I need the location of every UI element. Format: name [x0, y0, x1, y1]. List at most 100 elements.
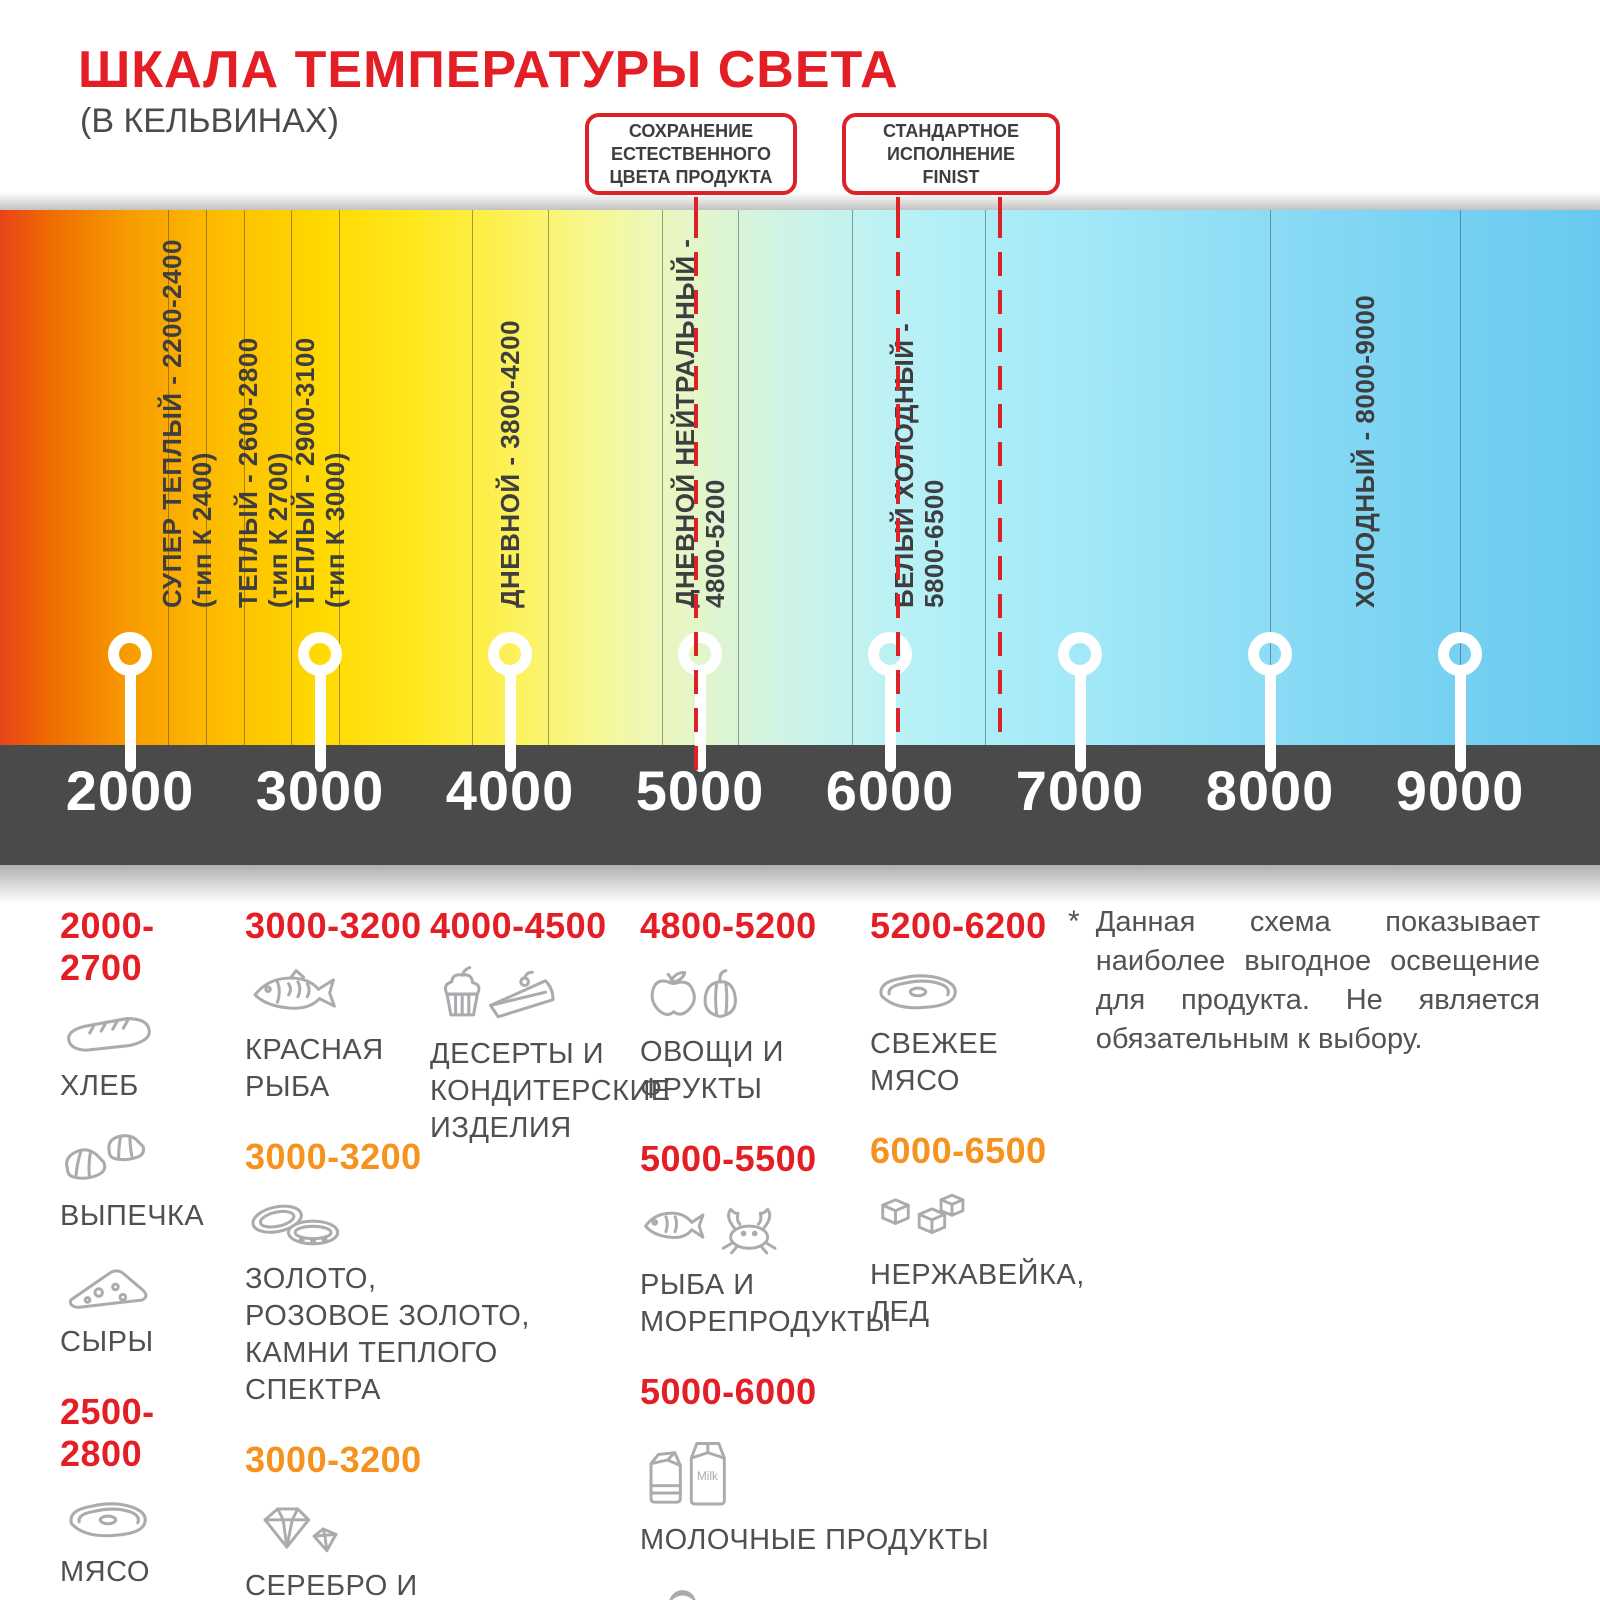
- kelvin-gradient-bar: СУПЕР ТЕПЛЫЙ - 2200-2400 (тип К 2400) ТЕП…: [0, 210, 1600, 745]
- category-group-1-2: 2500-2800 МЯСО: [60, 1391, 235, 1591]
- pin-stem-3000: [314, 672, 326, 772]
- callout-natural-color-text: СОХРАНЕНИЕ ЕСТЕСТВЕННОГО ЦВЕТА ПРОДУКТА: [609, 120, 773, 187]
- callout-finist-standard-text: СТАНДАРТНОЕ ИСПОЛНЕНИЕ FINIST: [882, 120, 1019, 187]
- category-item-label: ХЛЕБ: [60, 1070, 139, 1102]
- zone-boundary-8000: [1269, 210, 1271, 745]
- footnote-text: Данная схема показывает наиболее выгодно…: [1095, 906, 1540, 1055]
- category-column-2: 3000-3200 КРАСНАЯ РЫБА 3000-3200 ЗОЛОТО, РО…: [245, 905, 530, 1600]
- kelvin-range-label: 3000-3200: [245, 905, 422, 946]
- guide-line-finist-standard-6580-connector: [998, 197, 1003, 214]
- category-item: ХЛЕБ: [60, 1007, 235, 1105]
- svg-text:Milk: Milk: [697, 1469, 718, 1483]
- fish-icon: [245, 965, 485, 1026]
- zone-label-2: ТЕПЛЫЙ - 2600-2800 (тип К 2700): [233, 337, 293, 608]
- pin-stem-2000: [124, 672, 136, 772]
- zone-boundary-5200: [737, 210, 739, 745]
- category-item-label: МЯСО: [60, 1556, 150, 1588]
- category-group-4-1: 4800-5200 ОВОЩИ И ФРУКТЫ: [640, 905, 872, 1108]
- category-column-3: 4000-4500 ДЕСЕРТЫ И КОНДИТЕРСКИЕ ИЗДЕЛИЯ: [430, 905, 670, 1177]
- kelvin-range-label: 2500-2800: [60, 1391, 155, 1474]
- category-item-label: СЕРЕБРО И БРИЛЛИАНТЫ: [245, 1570, 418, 1600]
- guide-line-natural-color-4980: [694, 214, 699, 772]
- kelvin-range-label: 2000-2700: [60, 905, 155, 988]
- zone-label-5: ДНЕВНОЙ НЕЙТРАЛЬНЫЙ - 4800-5200: [670, 238, 730, 608]
- kelvin-range-label: 5200-6200: [870, 905, 1047, 946]
- rings-icon: [245, 1196, 485, 1255]
- kelvin-range-label: 3000-3200: [245, 1136, 422, 1177]
- guide-line-finist-standard-6040: [895, 214, 900, 745]
- zone-boundary-4800: [661, 210, 663, 745]
- page-subtitle: (В КЕЛЬВИНАХ): [80, 102, 339, 140]
- category-item: ВЫПЕЧКА: [60, 1129, 235, 1235]
- zone-label-4: ДНЕВНОЙ - 3800-4200: [495, 319, 525, 608]
- category-column-4: 4800-5200 ОВОЩИ И ФРУКТЫ 5000-5500 РЫБА И М…: [640, 905, 989, 1600]
- zone-boundary-9000: [1459, 210, 1461, 745]
- guide-line-finist-standard-6040-connector: [895, 197, 900, 214]
- kelvin-range-label: 4800-5200: [640, 905, 817, 946]
- category-item-label: СВЕЖЕЕ МЯСО: [870, 1028, 999, 1097]
- callout-finist-standard: СТАНДАРТНОЕ ИСПОЛНЕНИЕ FINIST: [842, 113, 1060, 195]
- category-group-5-1: 5200-6200 СВЕЖЕЕ МЯСО: [870, 905, 1052, 1100]
- category-item: СВЕЖЕЕ МЯСО: [870, 965, 1052, 1100]
- category-item: ОВОЩИ И ФРУКТЫ: [640, 965, 872, 1108]
- category-column-1: 2000-2700 ХЛЕБ ВЫПЕЧКА СЫРЫ 2500-2800 МЯСО 200…: [60, 905, 235, 1600]
- category-item-label: КРАСНАЯ РЫБА: [245, 1034, 384, 1103]
- guide-line-natural-color-4980-connector: [694, 197, 699, 214]
- meat-icon: [60, 1493, 235, 1548]
- pin-ring-9000: [1438, 632, 1482, 676]
- pin-stem-7000: [1074, 672, 1086, 772]
- zone-boundary-2850: [291, 210, 292, 745]
- category-group-4-2: 5000-5500 РЫБА И МОРЕПРОДУКТЫ: [640, 1138, 891, 1341]
- zone-boundary-3100: [338, 210, 340, 745]
- category-group-3-1: 4000-4500 ДЕСЕРТЫ И КОНДИТЕРСКИЕ ИЗДЕЛИЯ: [430, 905, 670, 1147]
- category-item-label: ВЫПЕЧКА: [60, 1200, 205, 1232]
- pin-ring-4000: [488, 632, 532, 676]
- croissant-icon: [60, 1129, 235, 1192]
- pin-stem-8000: [1264, 672, 1276, 772]
- pin-ring-7000: [1058, 632, 1102, 676]
- zone-boundary-6500: [984, 210, 986, 745]
- callout-natural-color: СОХРАНЕНИЕ ЕСТЕСТВЕННОГО ЦВЕТА ПРОДУКТА: [585, 113, 797, 195]
- category-item: ЗАМОРОЖЕННЫЕ ПОЛУФАБРИКАТЫ: [640, 1583, 872, 1600]
- diamond-icon: [245, 1499, 485, 1562]
- category-group-2-2: 3000-3200 ЗОЛОТО, РОЗОВОЕ ЗОЛОТО, КАМНИ Т…: [245, 1136, 530, 1409]
- zone-label-1: СУПЕР ТЕПЛЫЙ - 2200-2400 (тип К 2400): [157, 239, 217, 608]
- dessert-icon: [430, 965, 640, 1030]
- zone-boundary-2200: [167, 210, 169, 745]
- category-group-5-2: 6000-6500 НЕРЖАВЕЙКА, ЛЕД: [870, 1130, 1085, 1331]
- category-item: НЕРЖАВЕЙКА, ЛЕД: [870, 1190, 1085, 1331]
- category-group-1-1: 2000-2700 ХЛЕБ ВЫПЕЧКА СЫРЫ: [60, 905, 235, 1361]
- category-item: ДЕСЕРТЫ И КОНДИТЕРСКИЕ ИЗДЕЛИЯ: [430, 965, 670, 1147]
- pin-ring-5000: [678, 632, 722, 676]
- footnote-marker: *: [1068, 905, 1080, 938]
- kelvin-range-label: 6000-6500: [870, 1130, 1047, 1171]
- category-column-5: 5200-6200 СВЕЖЕЕ МЯСО 6000-6500 НЕРЖАВЕЙКА,…: [870, 905, 1085, 1361]
- pin-stem-5000: [694, 672, 706, 772]
- cheese-icon: [60, 1259, 235, 1318]
- pin-ring-8000: [1248, 632, 1292, 676]
- category-item: Milk МОЛОЧНЫЕ ПРОДУКТЫ: [640, 1431, 989, 1559]
- zone-label-7: ХОЛОДНЫЙ - 8000-9000: [1350, 294, 1380, 608]
- category-item-label: НЕРЖАВЕЙКА, ЛЕД: [870, 1259, 1085, 1328]
- zone-boundary-5800: [851, 210, 853, 745]
- category-item: КРАСНАЯ РЫБА: [245, 965, 485, 1106]
- category-item: СЕРЕБРО И БРИЛЛИАНТЫ: [245, 1499, 485, 1600]
- category-item-label: СЫРЫ: [60, 1326, 154, 1358]
- fruit-veg-icon: [640, 965, 872, 1028]
- pin-stem-9000: [1454, 672, 1466, 772]
- page-title: ШКАЛА ТЕМПЕРАТУРЫ СВЕТА: [78, 41, 899, 99]
- pin-stem-6000: [884, 672, 896, 772]
- kelvin-range-label: 5000-6000: [640, 1371, 817, 1412]
- kelvin-range-label: 4000-4500: [430, 905, 607, 946]
- category-group-4-3: 5000-6000 Milk МОЛОЧНЫЕ ПРОДУКТЫ ЗАМОРОЖЕНН…: [640, 1371, 989, 1600]
- category-item: МЯСО: [60, 1493, 235, 1591]
- pin-ring-6000: [868, 632, 912, 676]
- category-item-label: ЗОЛОТО, РОЗОВОЕ ЗОЛОТО, КАМНИ ТЕПЛОГО СП…: [245, 1263, 530, 1406]
- zone-label-3: ТЕПЛЫЙ - 2900-3100 (тип К 3000): [290, 337, 350, 608]
- guide-line-finist-standard-6580: [998, 214, 1003, 745]
- category-group-2-3: 3000-3200 СЕРЕБРО И БРИЛЛИАНТЫ: [245, 1439, 485, 1600]
- fresh-meat-icon: [870, 965, 1052, 1020]
- category-item-label: ОВОЩИ И ФРУКТЫ: [640, 1036, 784, 1105]
- gradient-top-shadow: [0, 192, 1600, 210]
